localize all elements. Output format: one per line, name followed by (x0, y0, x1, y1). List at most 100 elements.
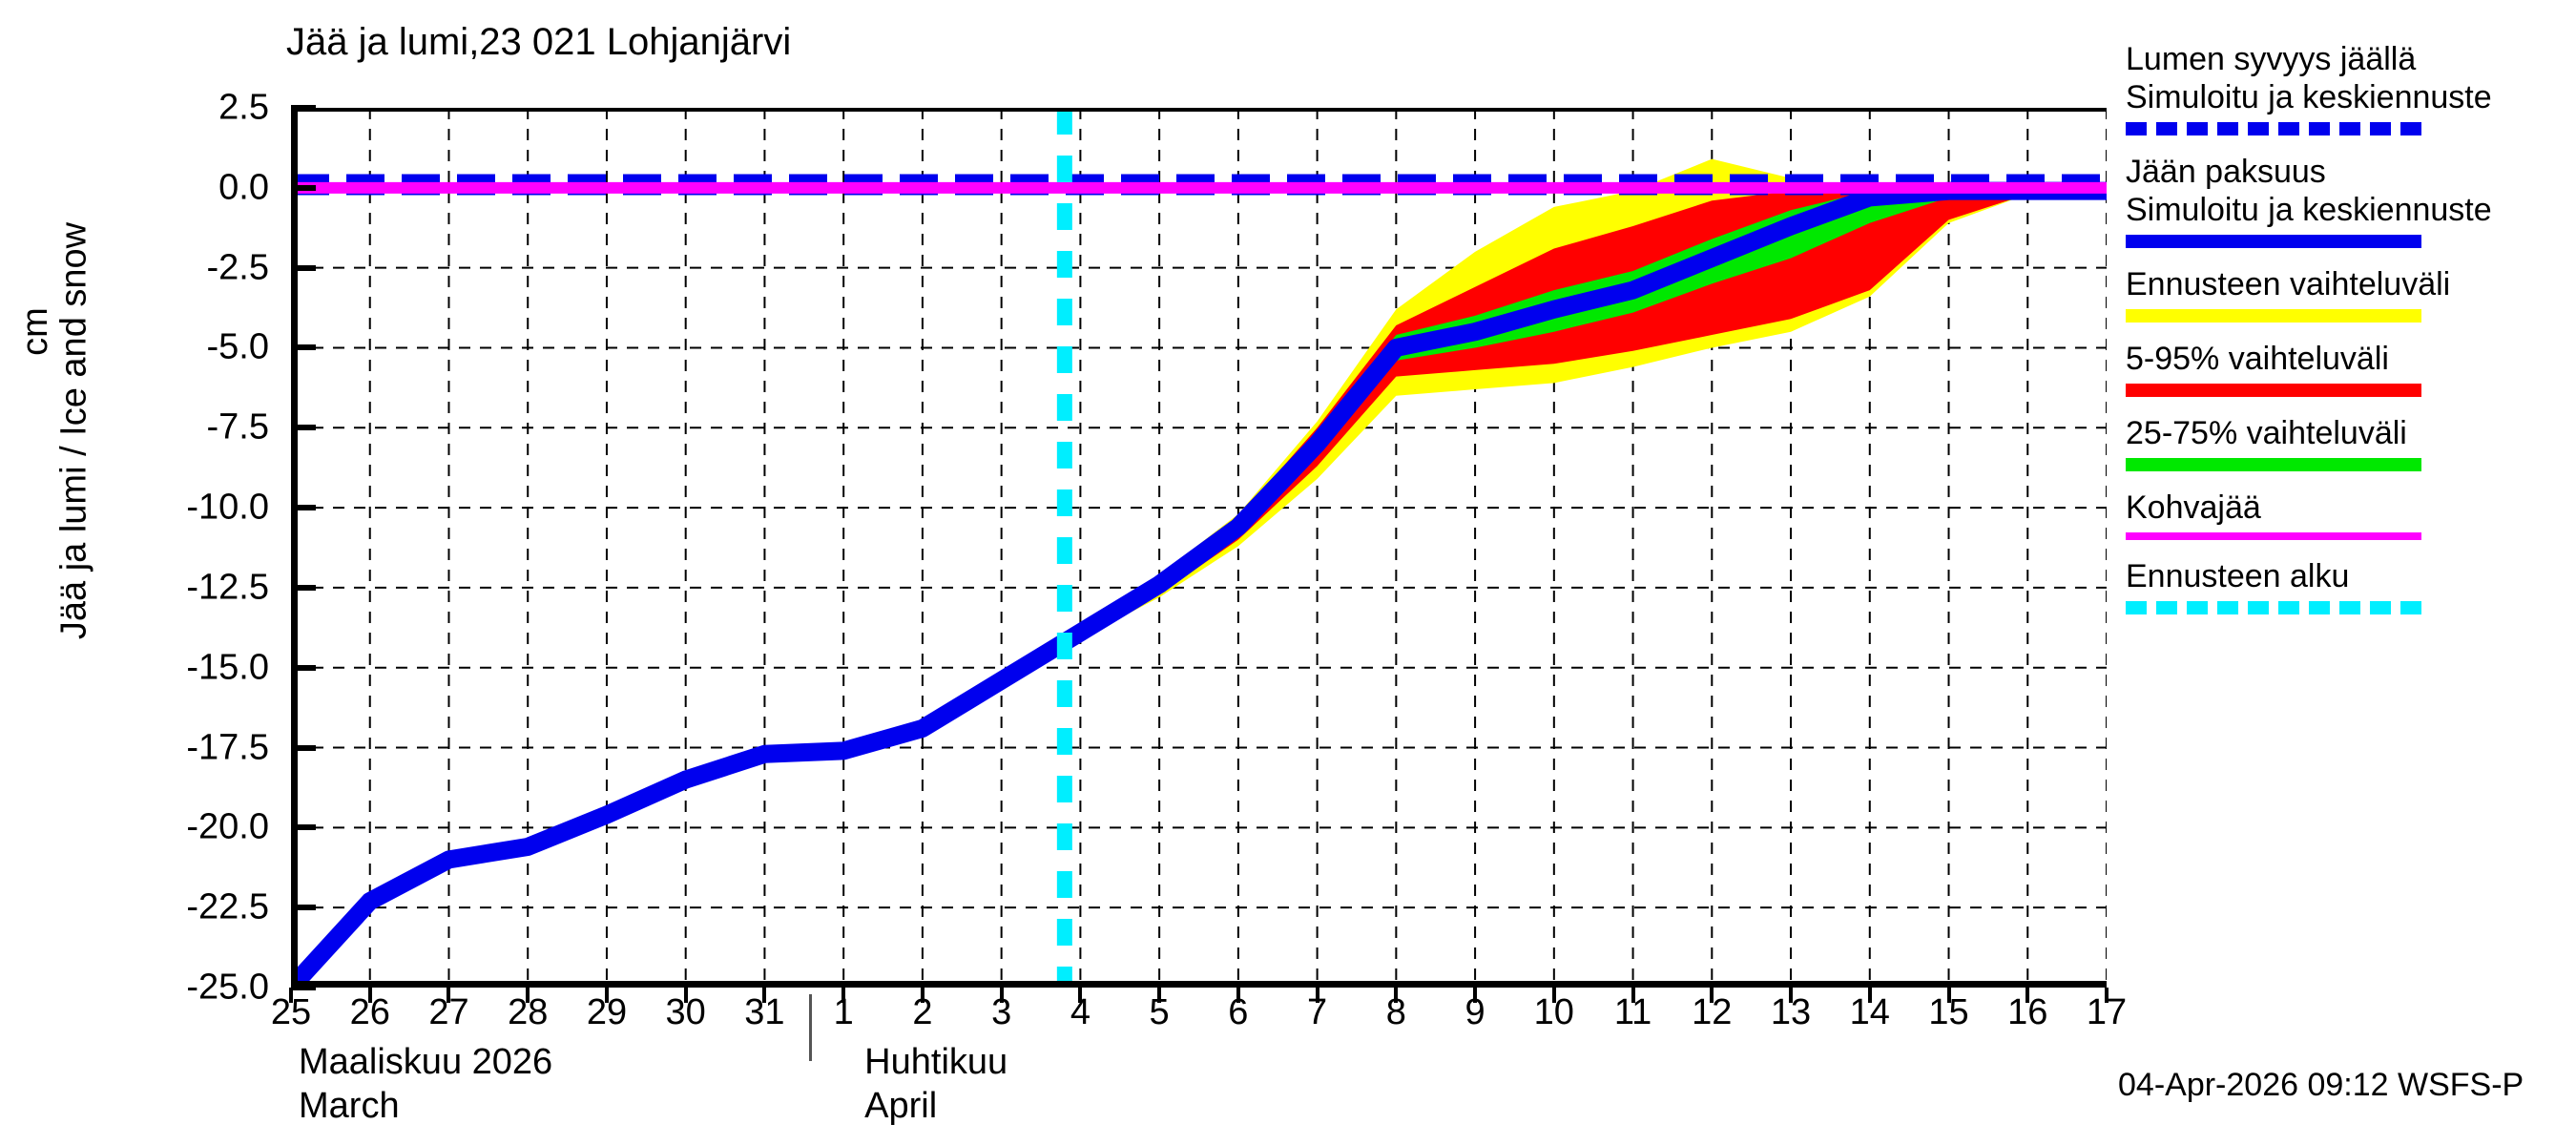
x-tick-label: 9 (1465, 992, 1485, 1032)
month-divider (809, 994, 813, 1061)
x-tick-label: 13 (1770, 992, 1812, 1032)
x-tick-mark (1946, 988, 1951, 1003)
x-tick-label: 5 (1149, 992, 1170, 1032)
x-tick-mark (289, 988, 293, 1003)
legend-swatch-yellow (2126, 309, 2421, 323)
month-label: Huhtikuu April (864, 1040, 1008, 1128)
x-tick-label: 30 (665, 992, 706, 1032)
y-axis-labels: 2.5 0.0 -2.5 -5.0 -7.5 -10.0 -12.5 -15.0 -17.5 -2… (0, 88, 286, 1008)
y-tick-mark (291, 584, 316, 591)
y-tick-label: -12.5 (186, 567, 269, 608)
x-tick-mark (1789, 988, 1794, 1003)
y-tick-mark (291, 184, 316, 191)
x-tick-mark (920, 988, 924, 1003)
x-tick-label: 26 (349, 992, 390, 1032)
x-tick-mark (841, 988, 846, 1003)
y-tick-label: -17.5 (186, 727, 269, 768)
legend-swatch-red (2126, 384, 2421, 397)
y-tick-mark (291, 425, 316, 431)
legend-swatch-dashed-blue (2126, 122, 2421, 135)
x-tick-mark (1078, 988, 1083, 1003)
x-tick-label: 25 (270, 992, 312, 1032)
x-tick-mark (2105, 988, 2109, 1003)
legend-item: Jään paksuus Simuloitu ja keskiennuste (2126, 153, 2574, 248)
y-tick-label: -10.0 (186, 487, 269, 528)
legend-item: 25-75% vaihteluväli (2126, 414, 2574, 471)
x-tick-label: 16 (2007, 992, 2048, 1032)
y-tick-label: -20.0 (186, 806, 269, 847)
legend-label: Ennusteen vaihteluväli (2126, 266, 2451, 302)
y-axis-title: Jää ja lumi / Ice and snow (53, 221, 94, 640)
y-tick-mark (291, 505, 316, 511)
x-tick-label: 28 (508, 992, 549, 1032)
month-label: Maaliskuu 2026 March (299, 1040, 552, 1128)
legend-label: 5-95% vaihteluväli (2126, 341, 2389, 377)
x-tick-label: 6 (1228, 992, 1249, 1032)
x-tick-mark (604, 988, 609, 1003)
y-tick-mark (291, 985, 316, 990)
x-tick-label: 15 (1928, 992, 1969, 1032)
x-tick-mark (762, 988, 767, 1003)
x-tick-label: 14 (1849, 992, 1890, 1032)
legend-swatch-dashed-cyan (2126, 601, 2421, 614)
x-tick-label: 2 (912, 992, 933, 1032)
chart-canvas (291, 108, 2107, 988)
legend-label: Jään paksuus (2126, 154, 2326, 190)
y-tick-mark (291, 105, 316, 111)
legend-swatch-solid-blue (2126, 235, 2421, 248)
x-tick-label: 7 (1307, 992, 1328, 1032)
x-tick-mark (1236, 988, 1240, 1003)
legend-label: Ennusteen alku (2126, 558, 2350, 594)
x-tick-mark (1157, 988, 1162, 1003)
legend-label: Kohvajää (2126, 489, 2261, 526)
x-tick-mark (447, 988, 451, 1003)
legend-item: Kohvajää (2126, 489, 2574, 540)
legend-sublabel: Simuloitu ja keskiennuste (2126, 79, 2492, 115)
legend-item: Lumen syvyys jäällä Simuloitu ja keskienn… (2126, 40, 2574, 135)
x-tick-mark (1867, 988, 1872, 1003)
x-tick-mark (683, 988, 688, 1003)
y-tick-mark (291, 744, 316, 751)
legend-swatch-magenta (2126, 532, 2421, 540)
month-label-en: April (864, 1086, 938, 1126)
y-axis-unit: cm (14, 307, 55, 356)
x-tick-label: 29 (586, 992, 628, 1032)
ice-thickness-line (291, 181, 2107, 988)
legend-item: 5-95% vaihteluväli (2126, 340, 2574, 397)
forecast-band-0 (291, 158, 2107, 988)
y-tick-label: -7.5 (206, 406, 269, 448)
x-tick-label: 4 (1070, 992, 1091, 1032)
y-tick-mark (291, 824, 316, 831)
y-tick-mark (291, 664, 316, 671)
x-tick-mark (1473, 988, 1478, 1003)
footer-timestamp: 04-Apr-2026 09:12 WSFS-P (2118, 1067, 2524, 1103)
x-tick-mark (1710, 988, 1714, 1003)
x-tick-label: 10 (1533, 992, 1574, 1032)
y-tick-label: -25.0 (186, 967, 269, 1008)
y-tick-mark (291, 905, 316, 911)
y-tick-label: -5.0 (206, 326, 269, 367)
legend-sublabel: Simuloitu ja keskiennuste (2126, 192, 2492, 228)
month-label-en: March (299, 1086, 400, 1126)
x-tick-mark (367, 988, 372, 1003)
x-tick-mark (1551, 988, 1556, 1003)
month-label-fi: Huhtikuu (864, 1042, 1008, 1082)
legend-item: Ennusteen alku (2126, 557, 2574, 614)
y-tick-label: 0.0 (218, 167, 269, 208)
x-tick-label: 12 (1692, 992, 1733, 1032)
y-tick-mark (291, 264, 316, 271)
legend-label: Lumen syvyys jäällä (2126, 41, 2417, 77)
y-tick-label: -22.5 (186, 886, 269, 927)
x-tick-mark (999, 988, 1004, 1003)
x-tick-mark (526, 988, 530, 1003)
x-tick-label: 27 (428, 992, 469, 1032)
month-label-fi: Maaliskuu 2026 (299, 1042, 553, 1082)
x-tick-label: 3 (991, 992, 1012, 1032)
plot-area (291, 108, 2107, 988)
gridlines (291, 108, 2107, 988)
y-tick-label: -2.5 (206, 247, 269, 288)
x-tick-label: 17 (2086, 992, 2128, 1032)
y-tick-label: 2.5 (218, 87, 269, 128)
y-tick-mark (291, 344, 316, 351)
